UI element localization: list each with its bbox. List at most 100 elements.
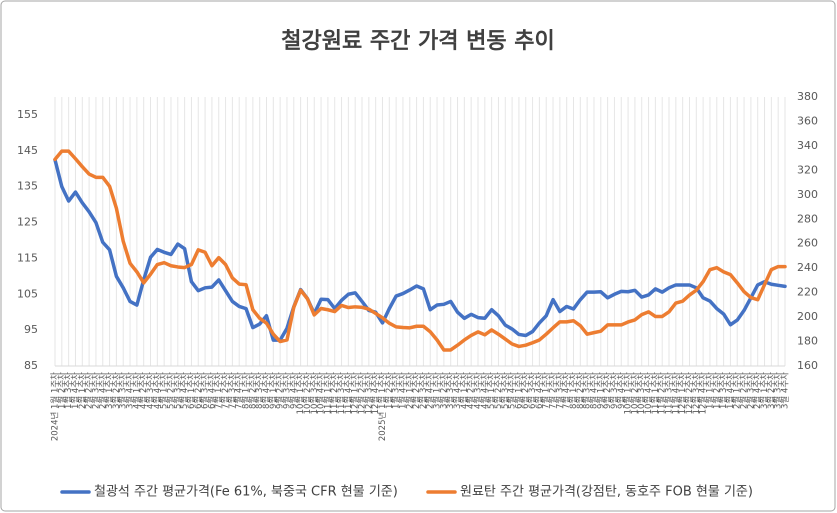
- x-tick-label: 12월 3주차: [691, 372, 702, 415]
- x-tick-label: 2월 1주차: [732, 372, 743, 409]
- x-tick-label: 3월 4주차: [780, 372, 791, 409]
- x-tick-label: 2025년 1월 1주차: [377, 372, 388, 441]
- y-tick-label: 105: [17, 287, 38, 300]
- y2-tick-label: 200: [797, 310, 818, 323]
- x-tick-label: 3월 3주차: [445, 372, 456, 409]
- x-tick-label: 7월 3주차: [554, 372, 565, 409]
- x-tick-label: 8월 1주차: [241, 372, 252, 409]
- y2-tick-label: 380: [797, 90, 818, 103]
- x-tick-label: 4월 2주차: [138, 372, 149, 409]
- x-tick-label: 7월 1주차: [213, 372, 224, 409]
- x-tick-label: 2월 4주차: [425, 372, 436, 409]
- x-tick-label: 2월 4주차: [752, 372, 763, 409]
- x-tick-label: 12월 2주차: [684, 372, 695, 415]
- x-tick-label: 4월 3주차: [145, 372, 156, 409]
- x-tick-label: 2월 1주차: [404, 372, 415, 409]
- x-tick-label: 10월 4주차: [643, 372, 654, 415]
- y2-tick-label: 300: [797, 188, 818, 201]
- x-tick-label: 12월 3주차: [363, 372, 374, 415]
- x-tick-label: 5월 2주차: [493, 372, 504, 409]
- x-tick-label: 6월 2주차: [520, 372, 531, 409]
- x-tick-label: 8월 4주차: [588, 372, 599, 409]
- x-tick-label: 9월 2주차: [602, 372, 613, 409]
- x-tick-label: 9월 3주차: [281, 372, 292, 409]
- x-tick-label: 6월 1주차: [513, 372, 524, 409]
- x-tick-label: 12월 1주차: [677, 372, 688, 415]
- x-tick-label: 9월 4주차: [288, 372, 299, 409]
- y-tick-label: 115: [17, 251, 38, 264]
- x-tick-label: 12월 4주차: [698, 372, 709, 415]
- x-tick-label: 11월 3주차: [664, 372, 675, 415]
- y-tick-label: 145: [17, 144, 38, 157]
- x-tick-label: 6월 3주차: [527, 372, 538, 409]
- y2-tick-label: 260: [797, 237, 818, 250]
- x-tick-label: 3월 1주차: [104, 372, 115, 409]
- x-tick-label: 11월 3주차: [336, 372, 347, 415]
- x-tick-label: 7월 3주차: [227, 372, 238, 409]
- x-tick-label: 10월 2주차: [302, 372, 313, 415]
- x-tick-label: 8월 4주차: [261, 372, 272, 409]
- x-tick-label: 7월 4주차: [561, 372, 572, 409]
- chart-title: 철강원료 주간 가격 변동 추이: [281, 29, 555, 54]
- x-tick-label: 2월 2주차: [84, 372, 95, 409]
- x-tick-label: 9월 1주차: [268, 372, 279, 409]
- x-tick-label: 7월 2주차: [548, 372, 559, 409]
- x-tick-label: 1월 4주차: [397, 372, 408, 409]
- series-line: [53, 158, 787, 342]
- x-tick-label: 5월 3주차: [172, 372, 183, 409]
- x-tick-label: 6월 4주차: [534, 372, 545, 409]
- y2-tick-label: 220: [797, 286, 818, 299]
- x-tick-label: 1월 3주차: [718, 372, 729, 409]
- x-tick-label: 5월 2주차: [165, 372, 176, 409]
- x-tick-label: 3월 1주차: [432, 372, 443, 409]
- x-tick-label: 9월 2주차: [275, 372, 286, 409]
- x-tick-label: 5월 4주차: [507, 372, 518, 409]
- x-tick-label: 2월 3주차: [745, 372, 756, 409]
- x-tick-label: 8월 3주차: [582, 372, 593, 409]
- x-tick-label: 7월 4주차: [234, 372, 245, 409]
- y2-tick-label: 320: [797, 163, 818, 176]
- x-tick-label: 5월 1주차: [486, 372, 497, 409]
- x-tick-label: 1월 3주차: [391, 372, 402, 409]
- y2-tick-label: 280: [797, 212, 818, 225]
- x-tick-label: 10월 1주차: [623, 372, 634, 415]
- x-tick-label: 10월 3주차: [309, 372, 320, 415]
- x-tick-label: 9월 3주차: [609, 372, 620, 409]
- y2-tick-label: 340: [797, 139, 818, 152]
- x-tick-label: 2월 1주차: [77, 372, 88, 409]
- x-tick-label: 11월 1주차: [650, 372, 661, 415]
- x-tick-label: 4월 3주차: [472, 372, 483, 409]
- x-tick-label: 6월 3주차: [200, 372, 211, 409]
- x-tick-label: 11월 1주차: [322, 372, 333, 415]
- x-tick-label: 11월 2주차: [657, 372, 668, 415]
- x-tick-label: 1월 2주차: [384, 372, 395, 409]
- x-tick-label: 3월 2주차: [438, 372, 449, 409]
- x-tick-label: 5월 3주차: [500, 372, 511, 409]
- x-tick-label: 1월 4주차: [70, 372, 81, 409]
- y-tick-label: 155: [17, 108, 38, 121]
- x-tick-label: 12월 4주차: [370, 372, 381, 415]
- x-tick-label: 6월 1주차: [186, 372, 197, 409]
- x-tick-label: 5월 4주차: [179, 372, 190, 409]
- series-line: [53, 149, 787, 352]
- x-tick-label: 6월 2주차: [193, 372, 204, 409]
- x-tick-label: 2024년 1월 1주차: [50, 372, 61, 441]
- x-tick-label: 4월 4주차: [152, 372, 163, 409]
- x-tick-label: 5월 1주차: [159, 372, 170, 409]
- x-tick-label: 11월 4주차: [343, 372, 354, 415]
- y-tick-label: 85: [24, 359, 38, 372]
- x-tick-label: 4월 2주차: [466, 372, 477, 409]
- x-tick-label: 3월 4주차: [125, 372, 136, 409]
- y-tick-label: 135: [17, 180, 38, 193]
- x-tick-label: 2월 2주차: [739, 372, 750, 409]
- y2-tick-label: 240: [797, 261, 818, 274]
- x-tick-label: 8월 1주차: [568, 372, 579, 409]
- x-tick-label: 4월 4주차: [479, 372, 490, 409]
- y2-tick-label: 360: [797, 114, 818, 127]
- x-tick-label: 2월 2주차: [411, 372, 422, 409]
- x-tick-label: 9월 4주차: [616, 372, 627, 409]
- x-tick-label: 1월 1주차: [704, 372, 715, 409]
- legend-label: 철광석 주간 평균가격(Fe 61%, 북중국 CFR 현물 기준): [94, 485, 398, 500]
- x-tick-label: 3월 1주차: [759, 372, 770, 409]
